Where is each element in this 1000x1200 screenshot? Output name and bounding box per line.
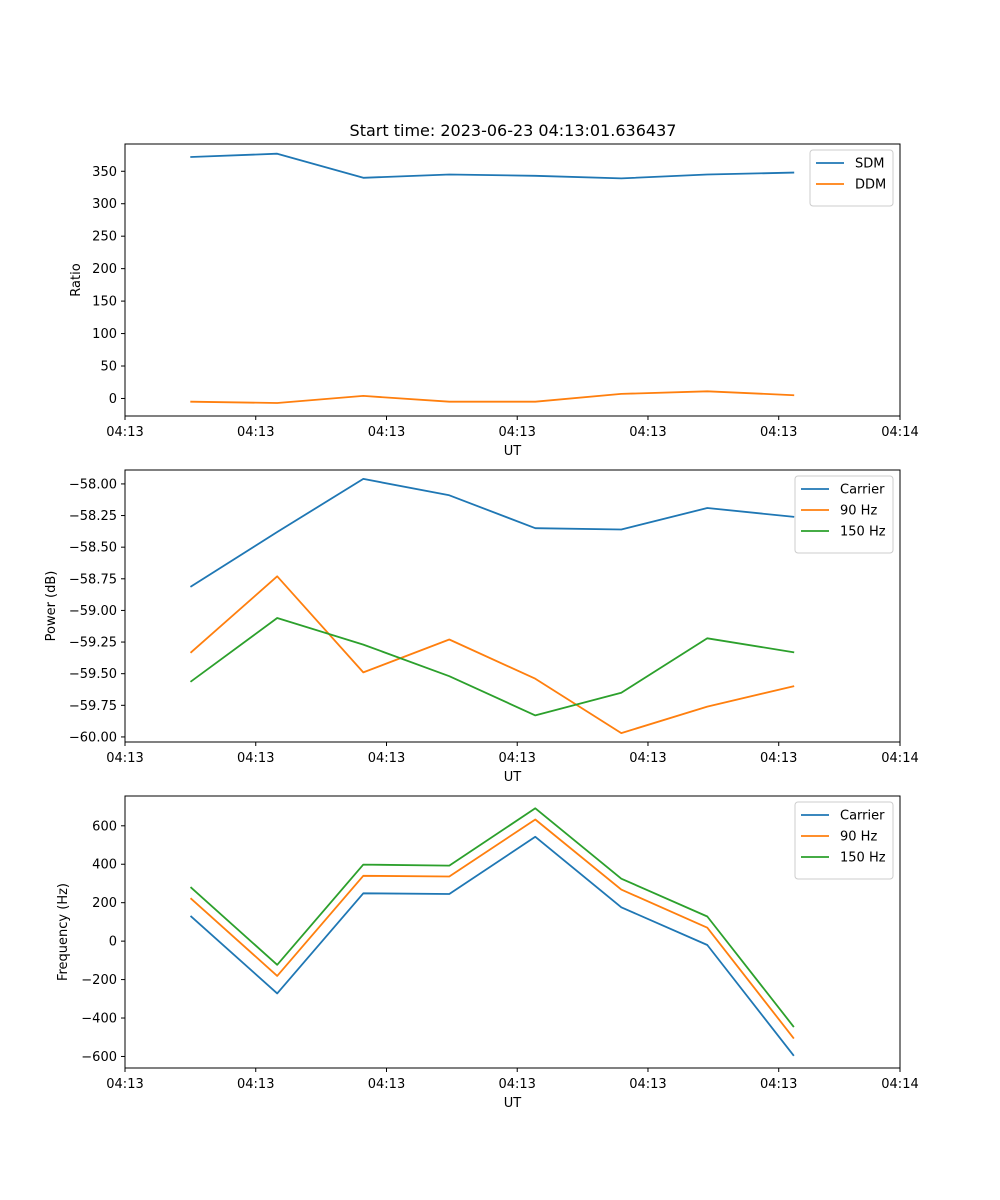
legend: Carrier 90 Hz 150 Hz xyxy=(794,801,894,880)
y-tick-label: −59.50 xyxy=(69,667,117,682)
legend: Carrier 90 Hz 150 Hz xyxy=(794,475,894,554)
legend: SDM DDM xyxy=(809,149,894,207)
legend-label: 90 Hz xyxy=(840,830,877,845)
x-tick-label: 04:13 xyxy=(498,1077,535,1092)
legend-label: SDM xyxy=(855,157,884,172)
x-tick-label: 04:13 xyxy=(106,425,143,440)
x-tick-label: 04:13 xyxy=(760,425,797,440)
x-tick-label: 04:13 xyxy=(368,425,405,440)
x-tick-label: 04:13 xyxy=(498,425,535,440)
axes-frame xyxy=(124,143,901,417)
x-tick-label: 04:13 xyxy=(237,425,274,440)
series-line-carrier xyxy=(189,477,795,588)
y-axis-label: Ratio xyxy=(69,263,84,296)
y-tick-label: −58.75 xyxy=(69,572,117,587)
x-tick-label: 04:13 xyxy=(237,1077,274,1092)
y-tick-label: −59.25 xyxy=(69,636,117,651)
x-axis-label: UT xyxy=(504,770,522,785)
x-tick-label: 04:14 xyxy=(881,1077,918,1092)
y-tick-label: 150 xyxy=(92,295,117,310)
figure-title: Start time: 2023-06-23 04:13:01.636437 xyxy=(350,121,677,140)
y-tick-label: 50 xyxy=(100,360,117,375)
y-tick-label: 200 xyxy=(92,262,117,277)
x-tick-label: 04:13 xyxy=(106,751,143,766)
series-line-150-hz xyxy=(189,617,795,717)
legend-label: 150 Hz xyxy=(840,525,886,540)
y-axis-label: Frequency (Hz) xyxy=(56,883,71,981)
x-tick-label: 04:13 xyxy=(760,1077,797,1092)
x-tick-label: 04:13 xyxy=(760,751,797,766)
x-tick-label: 04:13 xyxy=(106,1077,143,1092)
series-line-90-hz xyxy=(189,818,795,1040)
y-tick-label: −59.00 xyxy=(69,604,117,619)
legend-label: DDM xyxy=(855,178,886,193)
axes-frame xyxy=(124,795,901,1069)
x-tick-label: 04:13 xyxy=(368,751,405,766)
series-line-90-hz xyxy=(189,575,795,734)
y-tick-label: −600 xyxy=(81,1050,117,1065)
y-tick-label: 350 xyxy=(92,165,117,180)
legend-label: Carrier xyxy=(840,809,885,824)
y-tick-label: −60.00 xyxy=(69,730,117,745)
subplot-3: −600 −400 −200 0 200 400 600 04:13 04:13 04:13 04:… xyxy=(56,795,919,1111)
legend-frame xyxy=(809,149,894,207)
series-line-carrier xyxy=(189,835,795,1057)
y-tick-label: 200 xyxy=(92,896,117,911)
y-tick-label: 600 xyxy=(92,819,117,834)
x-tick-label: 04:13 xyxy=(237,751,274,766)
y-tick-label: −58.25 xyxy=(69,509,117,524)
subplot-2: −60.00 −59.75 −59.50 −59.25 −59.00 −58.75 −58.… xyxy=(44,469,919,785)
x-tick-label: 04:13 xyxy=(629,751,666,766)
legend-label: 90 Hz xyxy=(840,504,877,519)
y-tick-label: −59.75 xyxy=(69,699,117,714)
y-tick-label: 300 xyxy=(92,197,117,212)
subplot-1: 0 50 100 150 200 250 300 350 04:13 04:13 04:13 04:1… xyxy=(69,143,919,459)
y-tick-label: 0 xyxy=(109,935,117,950)
x-tick-label: 04:13 xyxy=(368,1077,405,1092)
x-tick-label: 04:13 xyxy=(629,425,666,440)
x-tick-label: 04:13 xyxy=(498,751,535,766)
legend-label: Carrier xyxy=(840,483,885,498)
x-axis-label: UT xyxy=(504,444,522,459)
series-line-sdm xyxy=(190,152,795,180)
y-tick-label: −58.00 xyxy=(69,477,117,492)
x-tick-label: 04:14 xyxy=(881,425,918,440)
series-line-150-hz xyxy=(189,807,795,1028)
legend-frame xyxy=(794,475,894,554)
legend-frame xyxy=(794,801,894,880)
x-axis-label: UT xyxy=(504,1096,522,1111)
y-tick-label: −58.50 xyxy=(69,541,117,556)
series-line-ddm xyxy=(190,390,795,404)
x-tick-label: 04:14 xyxy=(881,751,918,766)
y-tick-label: 100 xyxy=(92,327,117,342)
x-tick-label: 04:13 xyxy=(629,1077,666,1092)
legend-label: 150 Hz xyxy=(840,851,886,866)
y-tick-label: 250 xyxy=(92,230,117,245)
y-tick-label: −400 xyxy=(81,1012,117,1027)
subplots: 0 50 100 150 200 250 300 350 04:13 04:13 04:13 04:1… xyxy=(44,143,919,1111)
y-tick-label: 400 xyxy=(92,858,117,873)
y-axis-label: Power (dB) xyxy=(44,571,59,642)
axes-frame xyxy=(124,469,901,743)
y-tick-label: 0 xyxy=(109,392,117,407)
y-tick-label: −200 xyxy=(81,973,117,988)
